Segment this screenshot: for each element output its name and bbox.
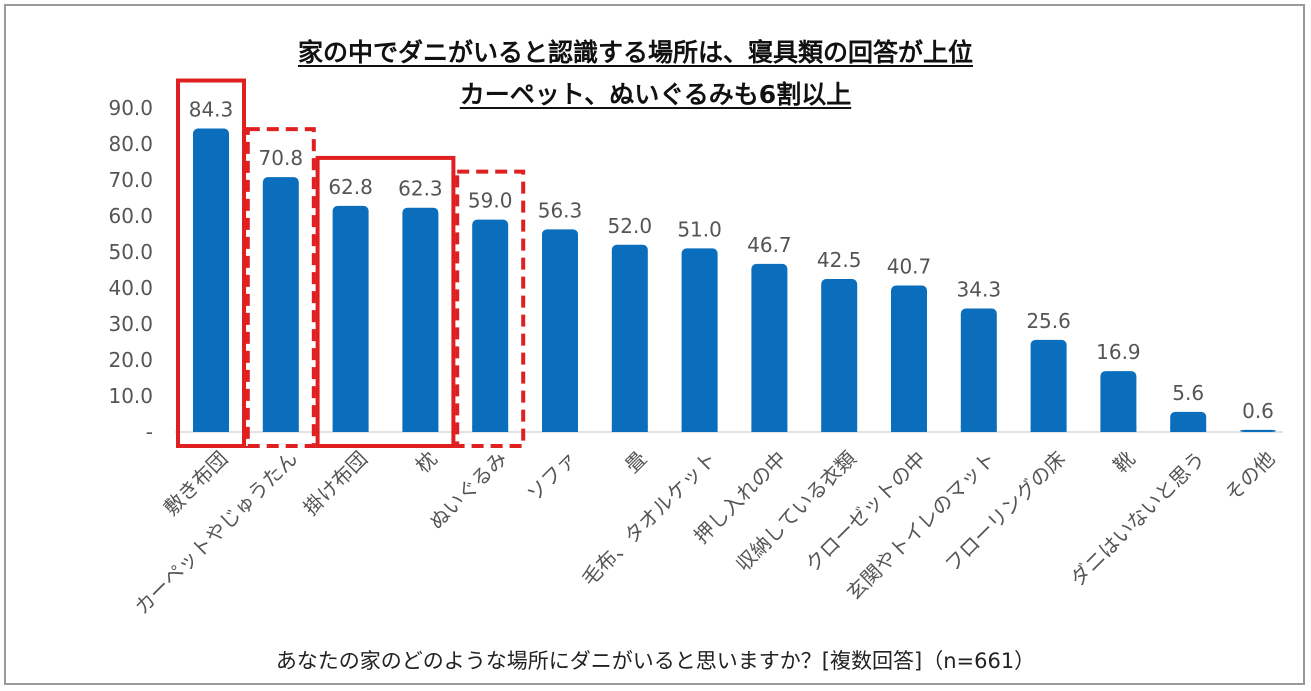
data-labels: 84.3 70.8 62.8 62.3 59.0 56.3 52.0 51.0 46.7 42.5… bbox=[189, 98, 1274, 423]
bar bbox=[332, 205, 369, 432]
bar-base bbox=[681, 426, 718, 432]
bar-base bbox=[960, 426, 997, 432]
bar-base bbox=[821, 426, 858, 432]
y-tick-label: 30.0 bbox=[108, 312, 153, 336]
bar-base bbox=[542, 426, 578, 432]
data-label: 5.6 bbox=[1172, 381, 1204, 405]
bar bbox=[681, 248, 718, 432]
highlight-box-dashed bbox=[455, 169, 526, 448]
bar-base bbox=[472, 426, 509, 432]
y-tick-label: 90.0 bbox=[108, 96, 153, 120]
bar bbox=[402, 207, 439, 432]
data-label: 56.3 bbox=[538, 198, 583, 222]
chart-question-label: あなたの家のどのような場所にダニがいると思いますか？[複数回答]（n=661） bbox=[275, 649, 1036, 673]
y-tick-label: - bbox=[146, 420, 153, 444]
data-label: 0.6 bbox=[1242, 399, 1274, 423]
data-label: 42.5 bbox=[817, 248, 862, 272]
y-tick-label: 60.0 bbox=[108, 204, 153, 228]
data-label: 59.0 bbox=[468, 189, 513, 213]
x-tick-label: フローリングの床 bbox=[940, 446, 1070, 576]
bar bbox=[960, 308, 997, 432]
highlight-boxes bbox=[176, 78, 526, 449]
bar-base bbox=[751, 426, 788, 432]
bar bbox=[1240, 429, 1276, 432]
y-tick-label: 50.0 bbox=[108, 240, 153, 264]
bar-base bbox=[611, 426, 648, 432]
bar bbox=[751, 263, 788, 432]
bars bbox=[193, 128, 1276, 432]
bar-base bbox=[193, 426, 229, 432]
x-tick-label: 掛け布団 bbox=[298, 446, 372, 520]
bar bbox=[611, 244, 648, 432]
bar bbox=[1100, 371, 1137, 432]
bar-base bbox=[891, 426, 927, 432]
data-label: 62.8 bbox=[328, 175, 373, 199]
data-label: 62.3 bbox=[398, 177, 443, 201]
bar bbox=[1030, 339, 1067, 432]
data-label: 16.9 bbox=[1096, 340, 1141, 364]
x-tick-label: その他 bbox=[1220, 446, 1279, 505]
y-tick-label: 40.0 bbox=[108, 276, 153, 300]
data-label: 52.0 bbox=[608, 214, 653, 238]
highlight-box-solid bbox=[176, 78, 246, 449]
x-tick-label: 枕 bbox=[411, 446, 442, 477]
x-tick-label: クローゼットの中 bbox=[800, 446, 930, 576]
highlight-box-solid bbox=[315, 155, 456, 448]
bar-base bbox=[332, 426, 369, 432]
x-tick-label: 靴 bbox=[1109, 446, 1140, 477]
x-tick-label: 毛布、タオルケット bbox=[577, 446, 721, 590]
y-tick-label: 10.0 bbox=[108, 384, 153, 408]
bar-base bbox=[1170, 426, 1207, 432]
bar bbox=[891, 285, 927, 432]
data-label: 84.3 bbox=[189, 98, 234, 122]
data-label: 25.6 bbox=[1026, 309, 1071, 333]
bar-base bbox=[402, 426, 439, 432]
y-tick-label: 20.0 bbox=[108, 348, 153, 372]
x-tick-label: ソファ bbox=[522, 446, 581, 505]
x-tick-label: 畳 bbox=[620, 446, 651, 477]
data-label: 34.3 bbox=[957, 278, 1002, 302]
bar bbox=[262, 177, 299, 432]
data-label: 51.0 bbox=[677, 217, 722, 241]
bar-base bbox=[262, 426, 299, 432]
bar bbox=[542, 229, 578, 432]
data-label: 40.7 bbox=[887, 254, 932, 278]
bar bbox=[472, 219, 509, 432]
y-tick-label: 80.0 bbox=[108, 132, 153, 156]
bar-base bbox=[1030, 426, 1067, 432]
x-tick-label: ダニはいないと思う bbox=[1065, 446, 1209, 590]
bar bbox=[821, 279, 858, 432]
chart-subtitle: カーペット、ぬいぐるみも6割以上 bbox=[459, 80, 852, 109]
chart-title: 家の中でダニがいると認識する場所は、寝具類の回答が上位 bbox=[297, 38, 973, 67]
x-tick-label: 収納している衣類 bbox=[731, 446, 861, 576]
y-tick-label: 70.0 bbox=[108, 168, 153, 192]
data-label: 70.8 bbox=[259, 146, 304, 170]
bar-base bbox=[1100, 426, 1137, 432]
data-label: 46.7 bbox=[747, 233, 792, 257]
bar bbox=[193, 128, 229, 432]
